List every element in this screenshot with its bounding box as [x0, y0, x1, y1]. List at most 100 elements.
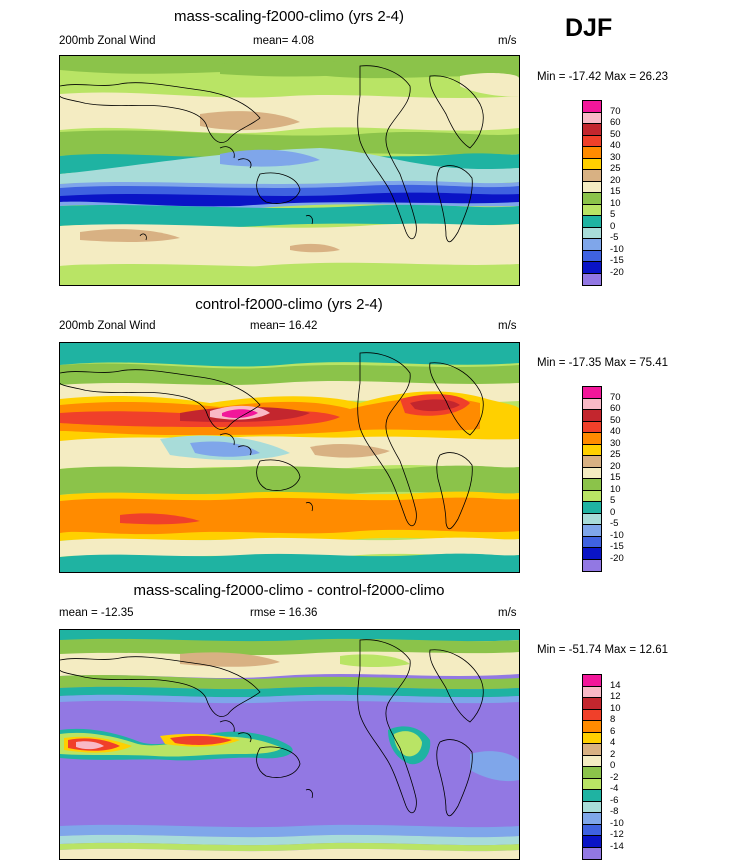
- panel-2-units: m/s: [498, 320, 517, 332]
- colorbar-swatch: [583, 456, 601, 468]
- colorbar-swatch: [583, 755, 601, 767]
- colorbar-label: 40: [610, 140, 621, 151]
- colorbar-swatch: [583, 513, 601, 525]
- colorbar-label: 10: [610, 702, 621, 714]
- colorbar-swatch: [583, 686, 601, 698]
- colorbar-label: 25: [610, 449, 621, 460]
- colorbar-swatch: [583, 158, 601, 170]
- colorbar-swatch: [583, 204, 601, 216]
- colorbar-swatch: [583, 767, 601, 779]
- colorbar-swatch: [583, 479, 601, 491]
- colorbar-label: -5: [610, 518, 619, 529]
- colorbar-swatch: [583, 790, 601, 802]
- colorbar-swatch: [583, 262, 601, 274]
- colorbar-label: 0: [610, 220, 616, 232]
- colorbar-swatch: [583, 502, 601, 514]
- panel-1-colorbar: [582, 100, 602, 286]
- panel-1-units: m/s: [498, 35, 517, 47]
- colorbar-label: 50: [610, 128, 621, 140]
- panel-3-units: m/s: [498, 607, 517, 619]
- panel-3-map: [59, 629, 520, 860]
- panel-3-colorbar: [582, 674, 602, 860]
- colorbar-swatch: [583, 675, 601, 687]
- colorbar-label: 60: [610, 403, 621, 414]
- colorbar-swatch: [583, 273, 601, 285]
- panel-3-map-svg: [60, 630, 519, 859]
- colorbar-swatch: [583, 467, 601, 479]
- panel-1-map: [59, 55, 520, 286]
- colorbar-label: 20: [610, 460, 621, 472]
- panel-2-left-label: 200mb Zonal Wind: [59, 320, 156, 332]
- colorbar-swatch: [583, 525, 601, 537]
- colorbar-swatch: [583, 559, 601, 571]
- colorbar-swatch: [583, 239, 601, 251]
- colorbar-label: -4: [610, 783, 619, 794]
- colorbar-label: 60: [610, 117, 621, 128]
- colorbar-swatch: [583, 112, 601, 124]
- colorbar-label: 50: [610, 414, 621, 426]
- panel-1-left-label: 200mb Zonal Wind: [59, 35, 156, 47]
- colorbar-swatch: [583, 548, 601, 560]
- panel-2-map-svg: [60, 343, 519, 572]
- colorbar-label: 15: [610, 186, 621, 197]
- colorbar-label: -14: [610, 840, 624, 852]
- panel-3-title: mass-scaling-f2000-climo - control-f2000…: [133, 582, 445, 599]
- panel-1-title: mass-scaling-f2000-climo (yrs 2-4): [173, 8, 405, 25]
- colorbar-swatch: [583, 847, 601, 859]
- colorbar-swatch: [583, 250, 601, 262]
- colorbar-swatch: [583, 490, 601, 502]
- panel-2-colorbar: [582, 386, 602, 572]
- colorbar-swatch: [583, 813, 601, 825]
- colorbar-swatch: [583, 216, 601, 228]
- colorbar-swatch: [583, 398, 601, 410]
- panel-1-map-svg: [60, 56, 519, 285]
- colorbar-label: 30: [610, 151, 621, 163]
- colorbar-label: 30: [610, 437, 621, 449]
- panel-1-center-label: mean= 4.08: [253, 35, 315, 47]
- panel-3-left-label: mean = -12.35: [59, 607, 134, 619]
- colorbar-swatch: [583, 124, 601, 136]
- colorbar-label: -20: [610, 552, 624, 564]
- colorbar-label: 5: [610, 495, 616, 506]
- colorbar-label: -15: [610, 541, 624, 552]
- colorbar-label: -15: [610, 255, 624, 266]
- colorbar-label: 70: [610, 105, 621, 117]
- colorbar-swatch: [583, 444, 601, 456]
- colorbar-label: -10: [610, 817, 624, 829]
- colorbar-label: 0: [610, 760, 616, 771]
- panel-3-center-label: rmse = 16.36: [250, 607, 318, 619]
- colorbar-swatch: [583, 421, 601, 433]
- colorbar-label: -2: [610, 771, 619, 783]
- colorbar-swatch: [583, 433, 601, 445]
- panel-2-minmax: Min = -17.35 Max = 75.41: [537, 357, 669, 369]
- colorbar-swatch: [583, 744, 601, 756]
- colorbar-label: 10: [610, 197, 621, 209]
- panel-1-minmax: Min = -17.42 Max = 26.23: [537, 71, 669, 83]
- colorbar-swatch: [583, 721, 601, 733]
- colorbar-label: 70: [610, 391, 621, 403]
- colorbar-label: 8: [610, 714, 616, 725]
- colorbar-swatch: [583, 824, 601, 836]
- colorbar-swatch: [583, 732, 601, 744]
- colorbar-label: 12: [610, 691, 621, 702]
- colorbar-swatch: [583, 101, 601, 113]
- colorbar-swatch: [583, 147, 601, 159]
- colorbar-label: 2: [610, 748, 616, 760]
- colorbar-swatch: [583, 698, 601, 710]
- colorbar-label: 14: [610, 679, 621, 691]
- panel-2-title: control-f2000-climo (yrs 2-4): [195, 296, 383, 313]
- colorbar-label: 10: [610, 483, 621, 495]
- colorbar-swatch: [583, 135, 601, 147]
- colorbar-label: 0: [610, 506, 616, 518]
- colorbar-label: -6: [610, 794, 619, 806]
- colorbar-swatch: [583, 170, 601, 182]
- colorbar-label: 15: [610, 472, 621, 483]
- colorbar-swatch: [583, 836, 601, 848]
- colorbar-swatch: [583, 387, 601, 399]
- colorbar-label: -12: [610, 829, 624, 840]
- colorbar-label: 5: [610, 209, 616, 220]
- colorbar-label: 6: [610, 725, 616, 737]
- colorbar-swatch: [583, 778, 601, 790]
- colorbar-swatch: [583, 801, 601, 813]
- colorbar-swatch: [583, 410, 601, 422]
